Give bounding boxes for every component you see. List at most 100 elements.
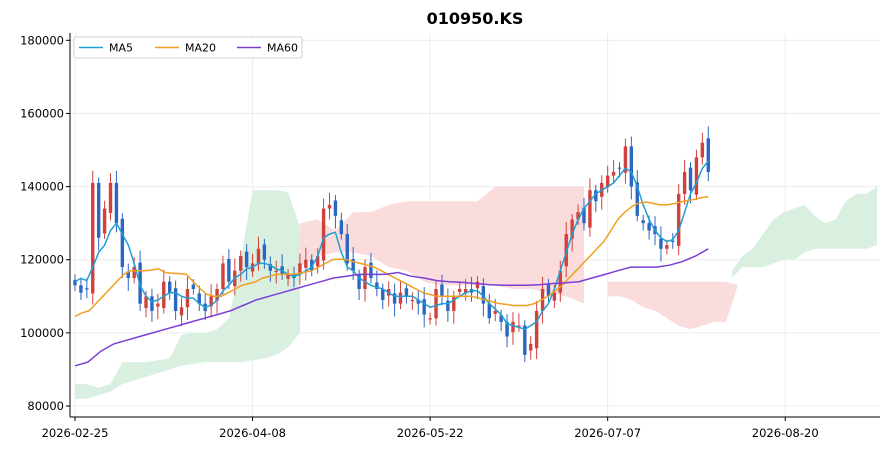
moving-average-layer (74, 160, 709, 367)
candle-body (505, 321, 509, 337)
candle-body (239, 256, 243, 271)
candle-body (416, 299, 420, 304)
ma20-line (74, 196, 709, 318)
candle-body (605, 175, 610, 188)
candle-body (108, 182, 113, 213)
candle-body (629, 146, 634, 187)
candle-body (481, 286, 486, 304)
candle-body (79, 285, 83, 293)
candle-body (215, 289, 219, 301)
candle-body (558, 270, 563, 293)
axis-layer: 80000 100000 120000 140000 160000 180000 2026-… (20, 33, 880, 440)
candle-body (150, 296, 154, 311)
candle-body (381, 289, 385, 300)
x-tick-label: 2026-05-22 (397, 426, 464, 440)
candle-body (363, 267, 367, 289)
candle-body (156, 303, 160, 307)
candle-body (665, 245, 669, 249)
candle-body (197, 293, 201, 304)
candle-body (529, 343, 533, 351)
candle-body (446, 300, 450, 311)
candle-body (126, 271, 130, 279)
cloud-bullish-early (75, 190, 300, 399)
candle-body (493, 310, 497, 314)
cloud-bearish-mid (299, 186, 584, 304)
candle-body (552, 292, 557, 301)
candle-body (463, 289, 468, 294)
candle-body (91, 182, 95, 294)
candle-body (688, 167, 693, 191)
cloud-bearish-late (607, 281, 738, 330)
candle-body (304, 259, 308, 268)
candle-body (132, 267, 136, 279)
candle-body (227, 259, 231, 282)
candle-body (434, 289, 438, 319)
x-tick-label: 2026-04-08 (219, 426, 286, 440)
candle-body (357, 275, 361, 289)
candle-body (120, 218, 125, 268)
candle-body (339, 220, 344, 235)
candle-body (440, 284, 444, 297)
candle-body (588, 190, 592, 228)
candle-body (162, 281, 166, 309)
candle-body (310, 259, 314, 271)
candle-body (85, 288, 89, 290)
candle-body (410, 299, 415, 302)
x-tick-label: 2026-02-25 (42, 426, 109, 440)
legend-frame (73, 36, 303, 59)
candle-body (244, 251, 249, 268)
y-tick-label: 180000 (20, 33, 64, 47)
candle-body (191, 284, 196, 289)
candle-body (570, 219, 574, 239)
candle-body (96, 182, 101, 238)
candle-body (428, 318, 432, 320)
candle-body (523, 325, 527, 355)
candle-body (676, 193, 681, 246)
candle-body (659, 238, 663, 249)
candle-body (369, 262, 373, 279)
candle-body (298, 263, 302, 274)
candle-body (534, 310, 539, 349)
legend: MA5 MA20 MA60 (73, 36, 303, 59)
candle-body (671, 240, 675, 242)
candle-body (422, 299, 426, 315)
y-tick-label: 160000 (20, 106, 64, 120)
candle-body (144, 296, 148, 309)
ichimoku-cloud-layer (75, 186, 877, 399)
candle-body (694, 157, 699, 195)
candle-body (179, 307, 184, 316)
candle-body (173, 288, 178, 311)
y-tick-label: 120000 (20, 253, 64, 267)
chart-title: 010950.KS (427, 9, 524, 28)
candle-body (576, 212, 580, 220)
y-tick-label: 100000 (20, 326, 64, 340)
candle-body (594, 190, 598, 202)
candle-body (546, 284, 551, 297)
candle-body (641, 220, 645, 224)
candle-body (706, 138, 710, 172)
candle-body (398, 292, 403, 304)
candle-body (487, 303, 491, 319)
x-tick-label: 2026-07-07 (574, 426, 641, 440)
candle-body (582, 207, 586, 224)
candle-body (268, 264, 273, 271)
candle-body (647, 223, 651, 231)
candle-body (511, 321, 515, 333)
candle-body (700, 142, 705, 158)
candle-body (286, 274, 290, 279)
ma60-line (74, 248, 709, 367)
candle-body (517, 325, 521, 327)
candle-body (209, 296, 213, 307)
candle-body (321, 208, 326, 261)
candle-body (635, 182, 639, 216)
cloud-bullish-forward (732, 186, 877, 278)
candle-body (611, 171, 616, 176)
y-tick-label: 80000 (27, 399, 64, 413)
candle-body (617, 167, 622, 169)
candle-body (475, 281, 480, 289)
candle-body (623, 146, 628, 173)
y-tick-label: 140000 (20, 180, 64, 194)
candle-body (392, 293, 397, 304)
